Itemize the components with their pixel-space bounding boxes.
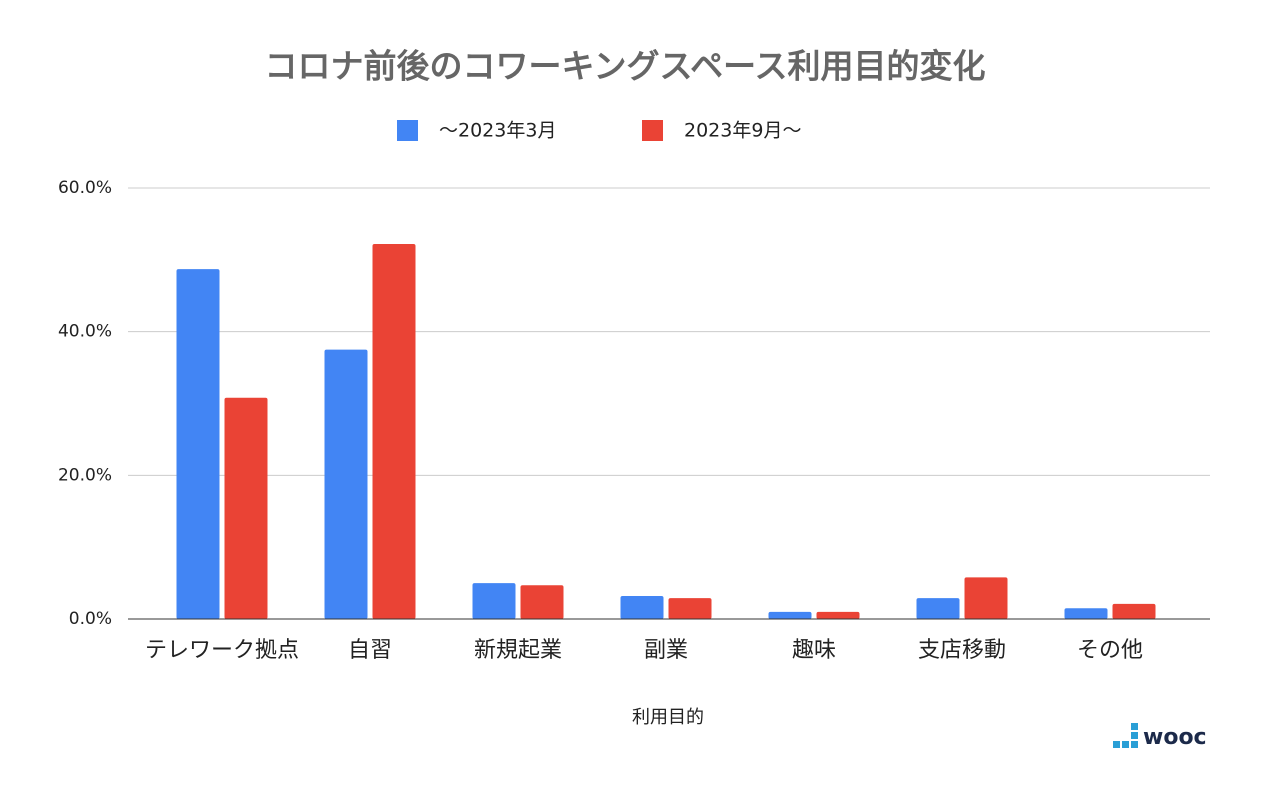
x-axis-title: 利用目的 [632, 707, 704, 728]
bar [964, 577, 1008, 619]
legend-swatch [642, 120, 663, 141]
chart-title: コロナ前後のコワーキングスペース利用目的変化 [264, 47, 985, 86]
logo-block [1131, 741, 1138, 748]
logo-block [1131, 732, 1138, 739]
bar [224, 397, 268, 619]
x-tick-label: 副業 [644, 638, 688, 663]
x-tick-label: 新規起業 [474, 638, 562, 663]
x-tick-label: テレワーク拠点 [145, 638, 299, 663]
y-tick-label: 0.0% [69, 609, 112, 629]
legend-swatch [397, 120, 418, 141]
x-tick-label: 自習 [348, 638, 392, 663]
bar [372, 244, 416, 619]
bar [1112, 603, 1156, 619]
y-tick-label: 60.0% [58, 178, 112, 198]
bar [1064, 608, 1108, 619]
legend-label: 2023年9月～ [684, 120, 801, 142]
bar [668, 598, 712, 619]
bar [916, 598, 960, 619]
bar [620, 596, 664, 619]
y-tick-label: 40.0% [58, 322, 112, 342]
x-tick-label: 支店移動 [918, 638, 1006, 663]
bar [520, 585, 564, 619]
bar [816, 611, 860, 619]
bar [472, 583, 516, 619]
logo-text: wooc [1143, 725, 1207, 750]
logo: wooc [1113, 723, 1207, 750]
logo-block [1113, 741, 1120, 748]
legend-label: ～2023年3月 [439, 120, 556, 142]
bar [176, 269, 220, 619]
x-tick-label: 趣味 [792, 638, 836, 663]
x-tick-label: その他 [1077, 638, 1143, 663]
logo-block [1131, 723, 1138, 730]
y-tick-label: 20.0% [58, 465, 112, 485]
bar [324, 349, 368, 619]
logo-block [1122, 741, 1129, 748]
bar [768, 611, 812, 619]
